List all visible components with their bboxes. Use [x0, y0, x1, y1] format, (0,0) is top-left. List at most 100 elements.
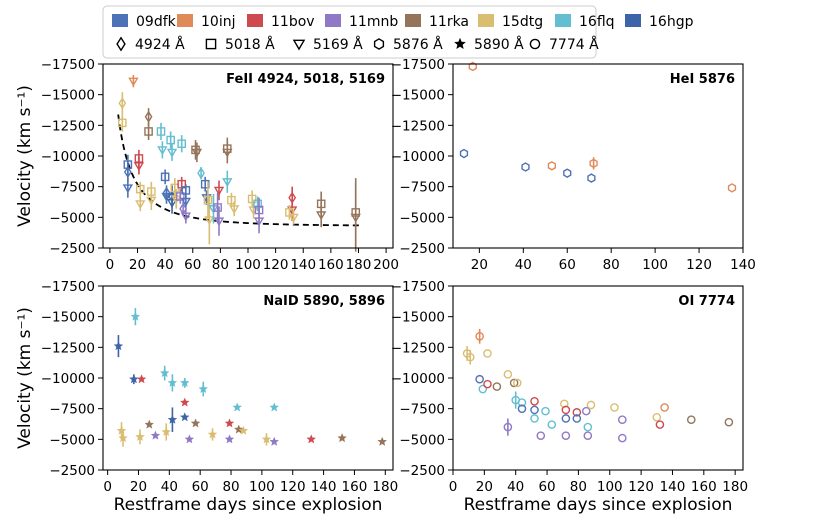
- legend-swatch-15dtg: [478, 14, 494, 27]
- data-point-10inj: [727, 183, 737, 193]
- data-point-11rka: [191, 148, 203, 158]
- y-tick-label: −17500: [41, 279, 95, 295]
- data-point-11mnb: [224, 434, 235, 444]
- data-point-11bov: [224, 418, 235, 428]
- x-tick-label: 60: [538, 479, 555, 495]
- data-point-11mnb: [561, 431, 571, 440]
- legend-label-tri_down: 5169 Å: [313, 36, 363, 53]
- legend-swatch-11bov: [247, 14, 263, 27]
- data-point-16flq: [166, 135, 175, 145]
- legend-label-star: 5890 Å: [474, 36, 524, 53]
- panel-2: −17500 −15000 −12500 −10000 −7500 −5000 −2500 2…: [391, 57, 756, 273]
- x-tick-label: 120: [263, 257, 289, 273]
- data-point-15dtg: [116, 425, 127, 435]
- legend-label-16flq: 16flq: [579, 14, 615, 30]
- data-point-09dfk: [475, 374, 484, 384]
- x-tick-label: 140: [311, 479, 337, 495]
- x-tick-label: 200: [373, 257, 399, 273]
- legend-box: [102, 5, 597, 59]
- x-tick-label: 60: [192, 479, 209, 495]
- data-point-16flq: [530, 414, 539, 423]
- x-tick-label: 160: [318, 257, 344, 273]
- x-tick-label: 100: [249, 479, 275, 495]
- legend-label-circle: 7774 Å: [549, 36, 599, 53]
- plot-frame: [102, 285, 394, 471]
- legend-marker-square: [205, 38, 217, 50]
- x-tick-label: 140: [730, 257, 756, 273]
- y-tick-label: −10000: [41, 149, 95, 165]
- data-point-09dfk: [521, 162, 530, 172]
- data-point-11rka: [144, 127, 153, 136]
- data-point-10inj: [547, 161, 556, 171]
- x-tick-label: 40: [515, 257, 532, 273]
- plot-frame: [452, 63, 744, 249]
- y-tick-label: −10000: [41, 371, 95, 387]
- data-point-15dtg: [135, 431, 145, 441]
- data-point-11mnb: [180, 212, 192, 222]
- y-tick-label: −10000: [391, 371, 445, 387]
- data-point-11bov: [306, 434, 317, 444]
- x-tick-label: 80: [222, 479, 239, 495]
- y-tick-label: −2500: [49, 463, 95, 479]
- data-point-09dfk: [200, 179, 210, 189]
- data-point-15dtg: [146, 196, 157, 206]
- data-point-16flq: [156, 127, 166, 136]
- data-point-11mnb: [583, 431, 593, 440]
- data-point-11bov: [561, 405, 571, 415]
- x-tick-label: 120: [280, 479, 306, 495]
- data-point-11mnb: [176, 192, 185, 201]
- legend-swatch-11mnb: [325, 14, 341, 27]
- x-tick-label: 160: [691, 479, 717, 495]
- x-tick-label: 120: [686, 257, 712, 273]
- legend-marker-star: [454, 37, 466, 50]
- data-point-11mnb: [213, 203, 222, 212]
- data-point-11mnb: [536, 431, 546, 440]
- data-point-09dfk: [561, 414, 571, 423]
- data-point-16hgp: [179, 412, 190, 422]
- data-point-16flq: [232, 402, 242, 412]
- data-point-16flq: [157, 146, 168, 156]
- data-point-11bov: [133, 162, 145, 172]
- legend-swatch-16flq: [555, 14, 571, 27]
- legend-swatch-09dfk: [112, 14, 128, 27]
- data-point-15dtg: [247, 194, 257, 204]
- plot-frame: [452, 285, 744, 471]
- y-axis-label: Velocity (km s⁻¹): [15, 307, 35, 449]
- y-tick-label: −15000: [391, 88, 445, 104]
- x-tick-label: 100: [597, 479, 623, 495]
- data-point-09dfk: [123, 165, 132, 179]
- legend: 09dfk 10inj 11bov 11mnb 11rka 15dtg 16flq 16hgp…: [102, 5, 694, 59]
- y-tick-label: −15000: [41, 310, 95, 326]
- data-point-11rka: [492, 382, 502, 391]
- legend-swatch-16hgp: [625, 14, 641, 27]
- legend-label-square: 5018 Å: [225, 36, 275, 53]
- x-tick-label: 100: [235, 257, 261, 273]
- data-point-11bov: [213, 186, 225, 196]
- x-tick-label: 80: [570, 479, 587, 495]
- data-point-15dtg: [204, 216, 215, 226]
- data-point-10inj: [589, 158, 598, 169]
- data-point-11rka: [190, 418, 201, 428]
- x-axis-label: Restframe days since explosion: [114, 495, 383, 515]
- data-point-11bov: [483, 379, 492, 389]
- data-point-15dtg: [207, 429, 218, 439]
- y-tick-label: −17500: [41, 57, 95, 73]
- panel-4: −17500 −15000 −12500 −10000 −7500 −5000 −25000…: [391, 279, 748, 515]
- data-point-11mnb: [253, 217, 265, 227]
- y-tick-label: −2500: [49, 241, 95, 257]
- panel-title: HeI 5876: [670, 72, 735, 87]
- y-tick-label: −2500: [399, 463, 445, 479]
- y-tick-label: −12500: [41, 340, 95, 356]
- y-axis-label: Velocity (km s⁻¹): [15, 85, 35, 227]
- y-tick-label: −15000: [41, 88, 95, 104]
- data-point-09dfk: [180, 197, 192, 207]
- data-point-09dfk: [122, 184, 134, 194]
- legend-label-09dfk: 09dfk: [136, 14, 177, 30]
- x-tick-label: 0: [103, 479, 112, 495]
- data-point-09dfk: [517, 404, 527, 413]
- y-tick-label: −5000: [399, 210, 445, 226]
- data-point-11rka: [724, 417, 734, 427]
- data-point-16flq: [197, 166, 205, 180]
- data-point-11rka: [350, 213, 361, 223]
